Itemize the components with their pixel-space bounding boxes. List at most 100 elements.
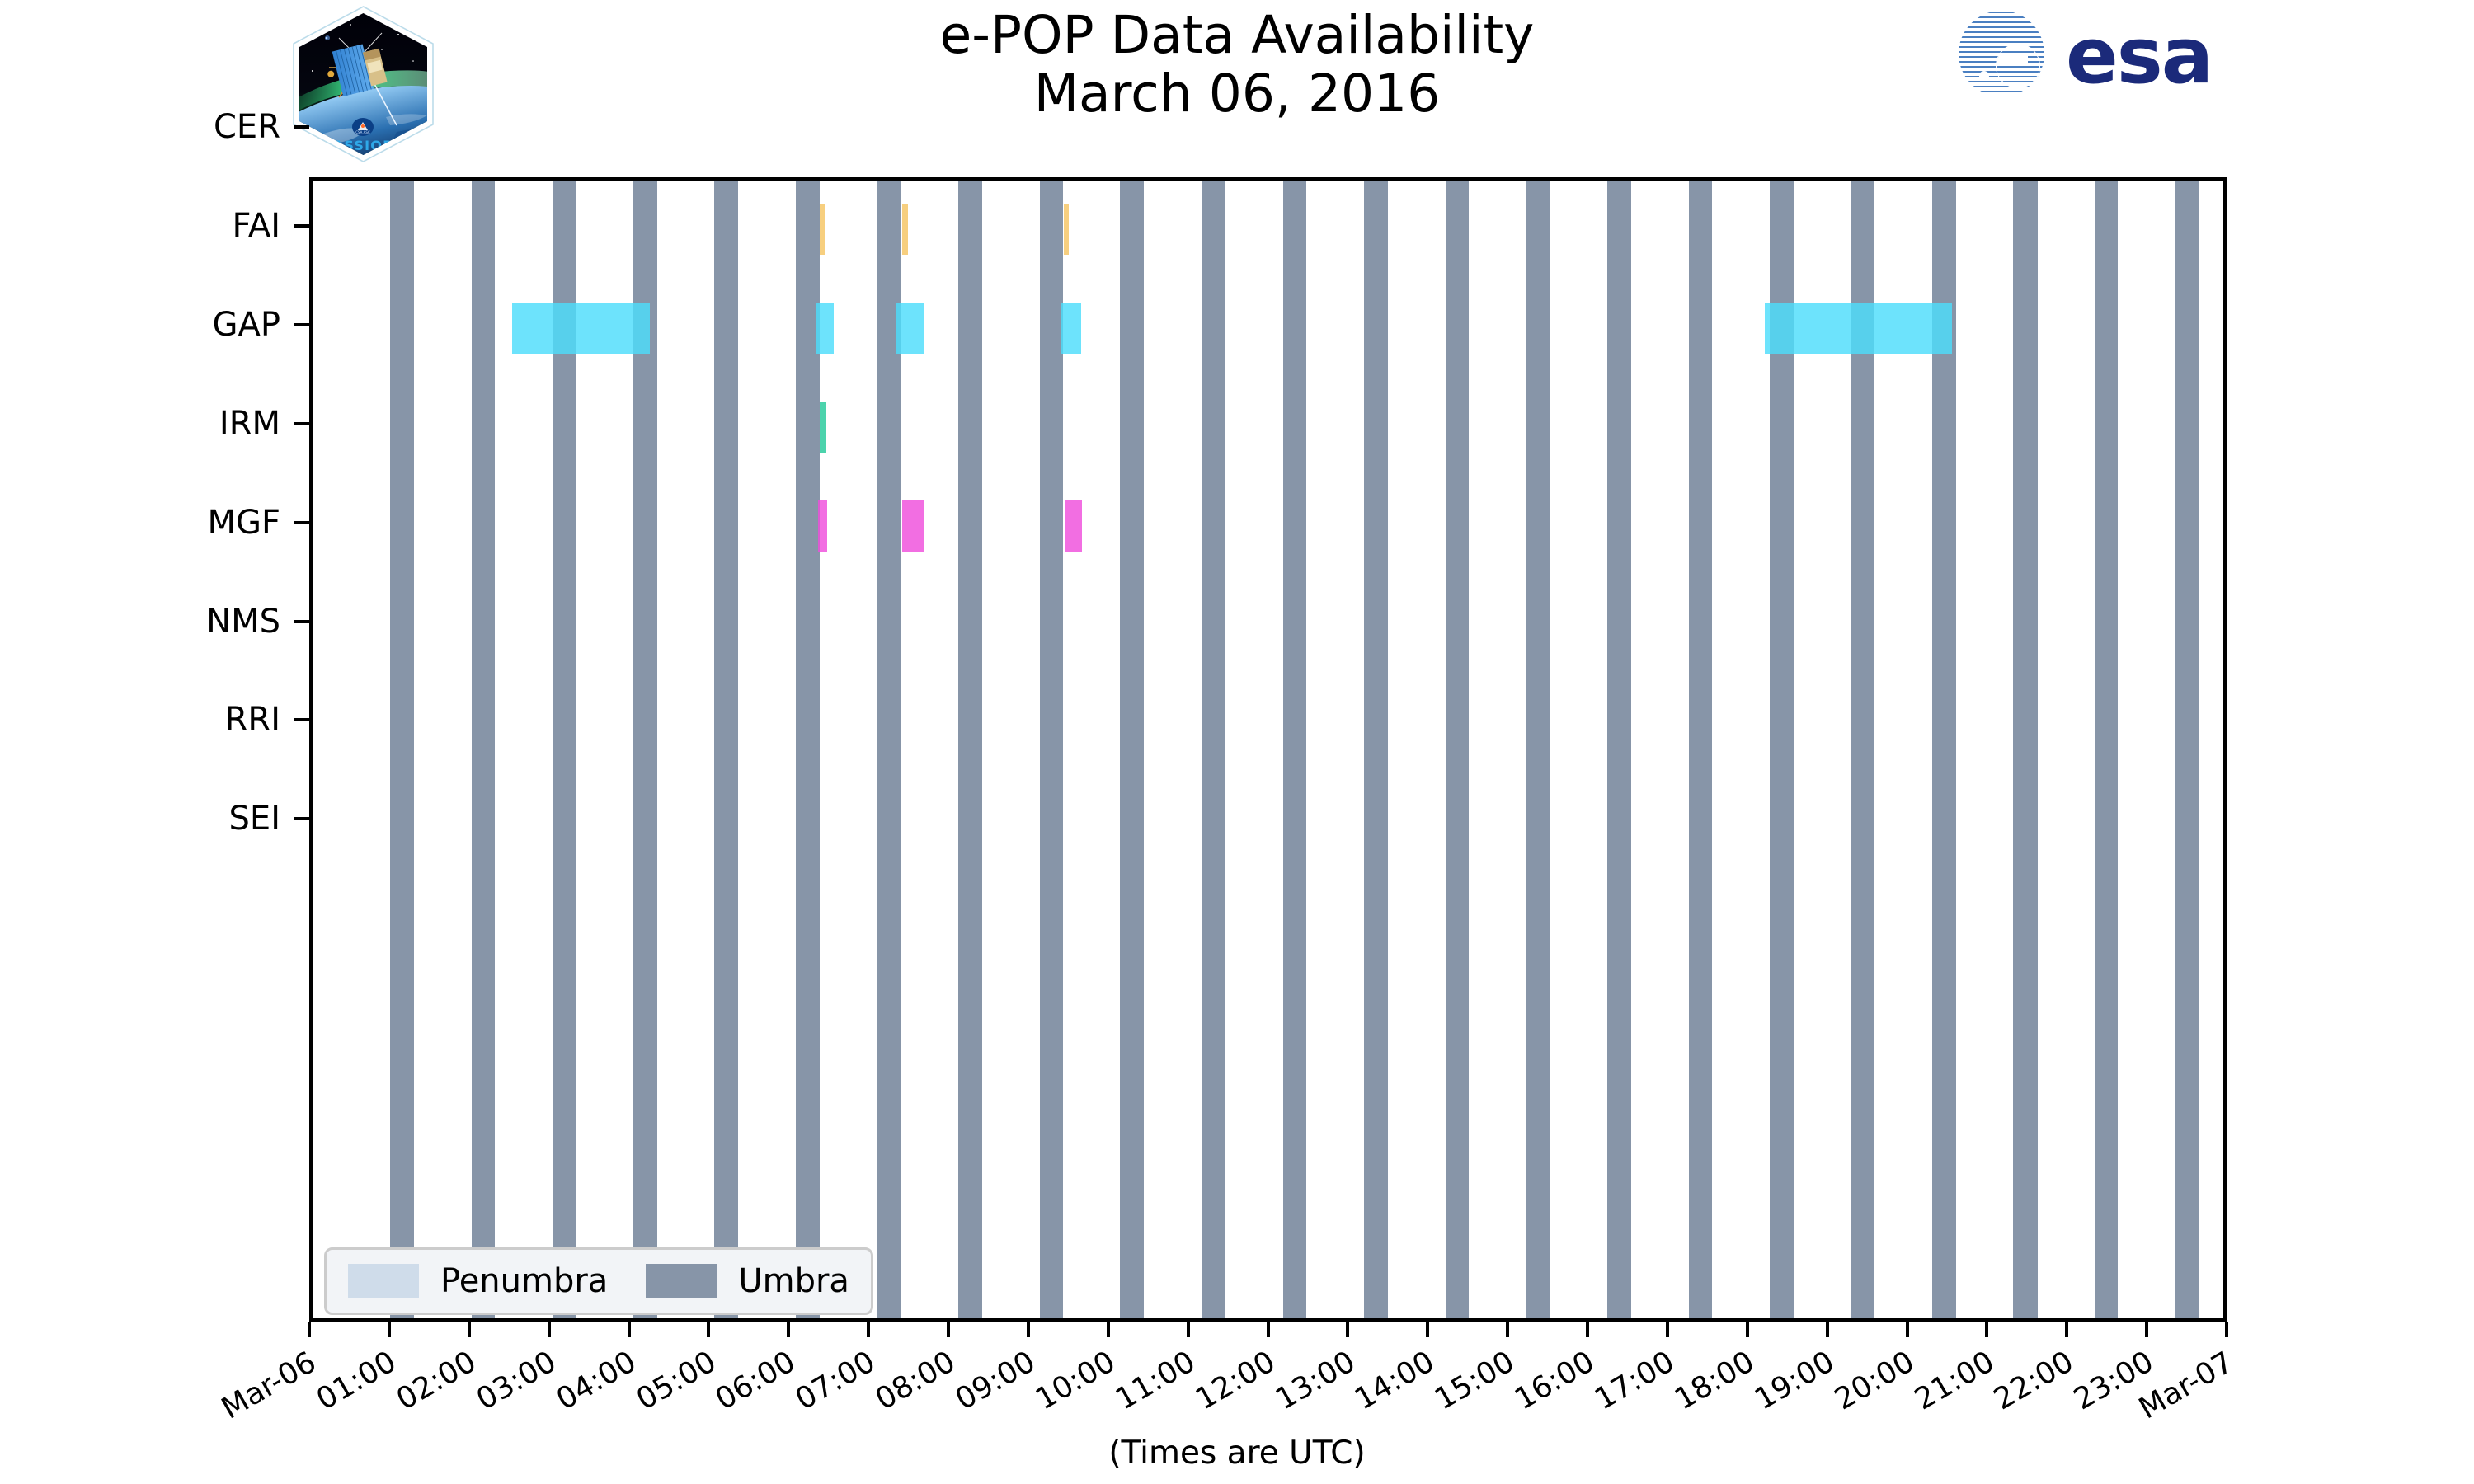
y-tick-label-nms: NMS — [206, 602, 280, 641]
availability-bar-fai — [820, 203, 825, 255]
x-tick-mark — [1026, 1322, 1030, 1337]
y-tick-mark-rri — [294, 718, 309, 722]
x-tick-mark — [308, 1322, 311, 1337]
y-tick-label-sei: SEI — [228, 800, 280, 838]
chart-subtitle: March 06, 2016 — [1033, 63, 1441, 124]
y-tick-label-gap: GAP — [212, 305, 280, 344]
x-tick-label: Mar-06 — [216, 1345, 322, 1426]
x-tick-mark — [1346, 1322, 1350, 1337]
x-tick-label: 06:00 — [710, 1345, 802, 1417]
umbra-band — [714, 181, 739, 1318]
availability-plot-area — [309, 177, 2227, 1322]
x-tick-label: 14:00 — [1349, 1345, 1441, 1417]
availability-bar-mgf — [818, 500, 827, 552]
esa-logo-icon: esa — [1950, 7, 2321, 101]
umbra-band — [1931, 181, 1956, 1318]
umbra-band — [1851, 181, 1874, 1318]
availability-bar-gap — [1060, 302, 1081, 354]
plot-inner — [313, 181, 2223, 1318]
chart-title: e-POP Data Availability — [939, 5, 1535, 65]
x-tick-label: 19:00 — [1748, 1345, 1841, 1417]
y-tick-mark-mgf — [294, 520, 309, 524]
x-tick-label: 09:00 — [950, 1345, 1042, 1417]
x-tick-mark — [2145, 1322, 2149, 1337]
availability-bar-mgf — [901, 500, 924, 552]
y-tick-label-rri: RRI — [224, 701, 280, 740]
umbra-band — [796, 181, 821, 1318]
x-tick-mark — [1586, 1322, 1589, 1337]
umbra-band — [1770, 181, 1794, 1318]
x-tick-label: 05:00 — [630, 1345, 722, 1417]
x-tick-mark — [1745, 1322, 1749, 1337]
y-tick-label-cer: CER — [214, 108, 280, 146]
x-tick-label: 03:00 — [470, 1345, 562, 1417]
legend-swatch-penumbra — [348, 1264, 419, 1298]
availability-bar-gap — [1765, 302, 1952, 354]
y-tick-mark-sei — [294, 817, 309, 821]
availability-bar-gap — [896, 302, 924, 354]
legend-swatch-umbra — [646, 1264, 717, 1298]
x-tick-label: 16:00 — [1509, 1345, 1601, 1417]
umbra-band — [1363, 181, 1388, 1318]
umbra-band — [1202, 181, 1226, 1318]
x-tick-mark — [467, 1322, 471, 1337]
x-tick-mark — [627, 1322, 631, 1337]
umbra-band — [1120, 181, 1145, 1318]
umbra-band — [1445, 181, 1469, 1318]
x-tick-mark — [707, 1322, 711, 1337]
x-tick-label: 20:00 — [1828, 1345, 1921, 1417]
esa-wordmark-text: esa — [2066, 12, 2212, 97]
x-tick-mark — [1905, 1322, 1909, 1337]
x-tick-mark — [547, 1322, 551, 1337]
legend-entry-penumbra: Penumbra — [348, 1264, 608, 1298]
x-tick-mark — [1186, 1322, 1190, 1337]
x-tick-label: 11:00 — [1109, 1345, 1202, 1417]
legend-label-umbra: Umbra — [738, 1262, 849, 1300]
y-tick-label-mgf: MGF — [207, 503, 280, 542]
x-tick-mark — [2225, 1322, 2228, 1337]
umbra-band — [2095, 181, 2119, 1318]
availability-bar-fai — [1063, 203, 1070, 255]
y-tick-mark-nms — [294, 619, 309, 623]
y-tick-label-fai: FAI — [232, 206, 281, 245]
x-tick-label: 08:00 — [870, 1345, 962, 1417]
umbra-band — [1526, 181, 1550, 1318]
x-tick-label: 17:00 — [1589, 1345, 1681, 1417]
page-header: CSA ASC CASSIOPE e-POP Data Availability… — [0, 0, 2474, 177]
x-tick-label: 22:00 — [1988, 1345, 2080, 1417]
umbra-band — [1039, 181, 1063, 1318]
availability-bar-mgf — [1064, 500, 1082, 552]
availability-bar-gap — [512, 302, 650, 354]
shadow-legend: Penumbra Umbra — [324, 1247, 873, 1315]
legend-label-penumbra: Penumbra — [440, 1262, 609, 1300]
umbra-band — [2175, 181, 2200, 1318]
umbra-band — [877, 181, 901, 1318]
x-tick-label: 02:00 — [390, 1345, 482, 1417]
y-tick-mark-irm — [294, 421, 309, 425]
x-tick-mark — [1426, 1322, 1430, 1337]
x-tick-mark — [1266, 1322, 1270, 1337]
svg-text:CSA ASC: CSA ASC — [355, 130, 370, 134]
umbra-band — [2013, 181, 2038, 1318]
x-tick-mark — [387, 1322, 391, 1337]
x-tick-label: 21:00 — [1908, 1345, 2000, 1417]
x-tick-mark — [1665, 1322, 1669, 1337]
x-tick-label: 07:00 — [790, 1345, 882, 1417]
umbra-band — [633, 181, 657, 1318]
x-tick-label: 10:00 — [1029, 1345, 1122, 1417]
y-tick-mark-cer — [294, 125, 309, 129]
availability-bar-fai — [901, 203, 908, 255]
x-tick-mark — [947, 1322, 950, 1337]
umbra-band — [957, 181, 982, 1318]
umbra-band — [1283, 181, 1307, 1318]
x-axis-title: (Times are UTC) — [1108, 1435, 1366, 1472]
x-tick-mark — [1825, 1322, 1829, 1337]
x-tick-label: 18:00 — [1668, 1345, 1761, 1417]
x-tick-mark — [1506, 1322, 1510, 1337]
x-tick-label: 01:00 — [311, 1345, 402, 1417]
cassiope-mission-logo-icon: CSA ASC CASSIOPE — [275, 2, 452, 167]
umbra-band — [389, 181, 415, 1318]
x-tick-mark — [867, 1322, 871, 1337]
y-tick-mark-fai — [294, 223, 309, 228]
availability-bar-irm — [820, 401, 826, 453]
